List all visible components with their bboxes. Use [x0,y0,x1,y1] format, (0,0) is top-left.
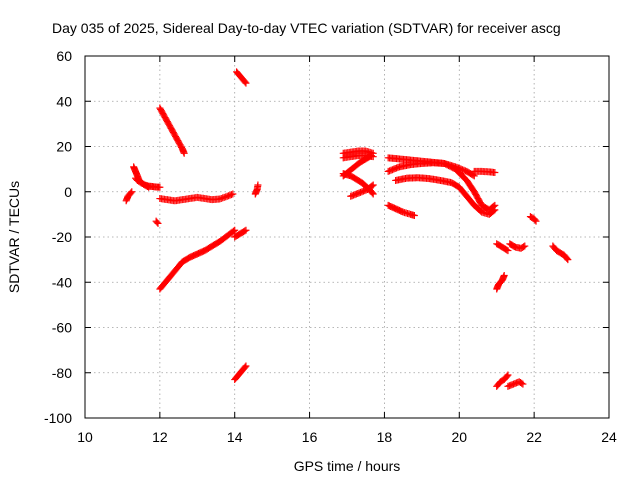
data-point [242,226,250,234]
data-point [367,152,375,160]
data-point [153,218,161,226]
data-point [368,182,376,190]
series-s6 [156,190,237,205]
y-tick-label: -20 [52,229,72,245]
data-point [127,189,135,197]
data-point [241,78,249,86]
series-s21 [470,167,499,177]
y-tick-label: -80 [52,365,72,381]
y-tick-label: -60 [52,320,72,336]
series-s28 [549,242,572,264]
data-point [490,207,498,215]
y-tick-label: -100 [44,410,72,426]
data-point [491,206,499,214]
series-s19 [392,174,499,218]
data-point [229,227,237,235]
series-s27 [526,213,540,225]
data-point [521,242,529,250]
y-tick-label: 0 [64,184,72,200]
data-point [145,183,153,191]
series-s5 [156,104,188,157]
data-point [469,171,477,179]
data-point [241,227,249,235]
series-s3 [132,174,153,191]
series-s24 [493,271,508,293]
y-axis-label: SDTVAR / TECUs [6,181,22,293]
data-point [369,181,377,189]
series-s18 [384,159,499,214]
x-tick-label: 20 [451,429,467,445]
data-point [143,182,151,190]
data-point [180,149,188,157]
data-point [504,247,512,255]
data-point [500,271,508,279]
grid-lines [85,56,609,418]
data-point [242,79,250,87]
series-s23 [506,240,529,252]
series-s16 [347,181,377,200]
data-point [366,152,374,160]
series-s10 [231,362,250,384]
data-point [229,190,237,198]
series-s26 [504,378,527,390]
series-s25 [493,371,512,390]
data-point [520,243,528,251]
series-s11 [251,181,262,198]
x-tick-label: 16 [302,429,318,445]
x-axis-label: GPS time / hours [294,458,401,474]
series-s4 [152,217,162,227]
series-s1 [122,188,136,205]
data-point [241,363,249,371]
y-tick-label: 20 [56,139,72,155]
data-point [563,254,571,262]
x-tick-label: 18 [377,429,393,445]
data-point [154,219,162,227]
data-points [122,68,572,390]
data-point [531,216,539,224]
axis-ticks [84,55,610,419]
y-tick-label: 60 [56,48,72,64]
data-point [254,181,262,189]
x-tick-label: 10 [77,429,93,445]
data-point [242,362,250,370]
data-point [369,190,377,198]
y-tick-label: -40 [52,274,72,290]
data-point [156,183,164,191]
data-point [564,256,572,264]
data-point [491,169,499,177]
x-tick-label: 14 [227,429,243,445]
data-point [532,217,540,225]
series-s9 [233,68,250,87]
x-tick-label: 12 [152,429,168,445]
chart-title: Day 035 of 2025, Sidereal Day-to-day VTE… [52,20,561,36]
data-point [503,372,511,380]
data-point [368,189,376,197]
series-s7 [156,226,239,293]
data-point [410,212,418,220]
data-point [128,188,136,196]
data-point [518,379,526,387]
y-tick-label: 40 [56,93,72,109]
data-point [519,380,527,388]
data-point [504,371,512,379]
data-point [503,246,511,254]
x-tick-label: 22 [526,429,542,445]
series-s20 [384,201,418,220]
series-s22 [493,240,512,255]
y-tick-labels: 60 40 20 0 -20 -40 -60 -80 -100 [44,48,72,426]
series-s8 [231,226,250,241]
data-point [231,226,239,234]
x-tick-label: 24 [601,429,617,445]
x-tick-labels: 10 12 14 16 18 20 22 24 [77,429,617,445]
